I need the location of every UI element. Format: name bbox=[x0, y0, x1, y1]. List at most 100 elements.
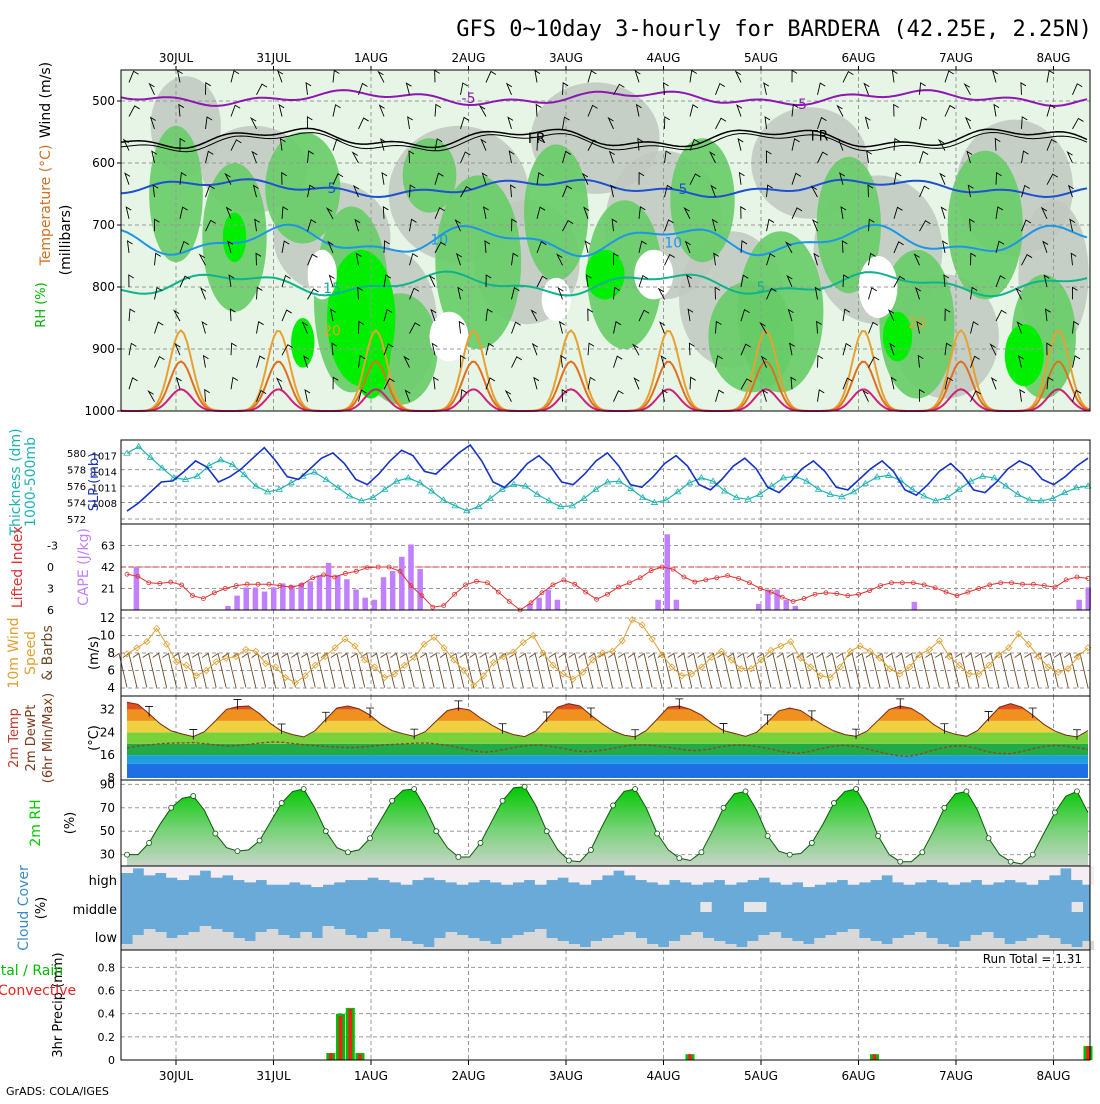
temperature-minmax-bar bbox=[233, 699, 242, 710]
cloud-low-clear bbox=[322, 926, 335, 950]
wind10m-barb bbox=[865, 652, 881, 688]
wind10m-barb bbox=[201, 652, 217, 688]
cape-bar bbox=[783, 599, 789, 610]
wind-barb bbox=[937, 138, 946, 151]
cloud-high-clear bbox=[970, 866, 983, 881]
lifted-index-marker bbox=[703, 577, 709, 583]
temperature-minmax-bar bbox=[984, 711, 993, 722]
wind10m-barb bbox=[766, 652, 782, 688]
wind-barb bbox=[562, 185, 573, 198]
cape-bar bbox=[307, 581, 314, 610]
lifted-index-marker bbox=[823, 590, 829, 596]
thickness-marker bbox=[967, 477, 975, 484]
wind10m-barb bbox=[320, 652, 336, 688]
cloud-high-clear bbox=[389, 866, 402, 883]
wind-barb bbox=[381, 171, 388, 185]
cloud-high-clear bbox=[981, 866, 994, 885]
wind10m-barb bbox=[835, 652, 851, 688]
date-label-top: 8AUG bbox=[1037, 51, 1071, 65]
wind10m-marker bbox=[123, 650, 131, 658]
wind10m-marker bbox=[707, 653, 716, 661]
rh2m-marker bbox=[124, 851, 130, 858]
wind-barb bbox=[967, 184, 974, 198]
thickness-marker bbox=[931, 497, 940, 504]
wind-barb bbox=[1042, 240, 1049, 254]
wind-barb bbox=[1046, 104, 1056, 117]
wind10m-barb bbox=[122, 652, 138, 688]
wind10m-barb bbox=[1073, 652, 1089, 688]
wind10m-barb bbox=[687, 652, 703, 688]
wind-barb bbox=[378, 104, 385, 117]
cloud-high-clear bbox=[657, 866, 670, 885]
wind-barb bbox=[919, 150, 929, 164]
wind10m-marker bbox=[1044, 663, 1052, 671]
wind10m-marker bbox=[836, 663, 844, 671]
wind10m-barb bbox=[885, 652, 901, 688]
wind-barb bbox=[172, 309, 181, 322]
cloud-high-clear bbox=[624, 866, 636, 876]
wind-barb bbox=[201, 320, 208, 334]
cloud-high-clear bbox=[803, 866, 815, 888]
thickness-marker bbox=[838, 493, 846, 500]
wind-barb bbox=[228, 274, 235, 288]
wind-barb bbox=[305, 82, 312, 95]
wind-barb bbox=[306, 116, 313, 129]
wind-barb bbox=[531, 342, 538, 356]
cape-bar bbox=[545, 589, 552, 610]
lifted-index-marker bbox=[310, 575, 316, 581]
thickness-marker bbox=[627, 484, 635, 491]
wind-barb bbox=[664, 219, 674, 232]
rh2m-marker bbox=[345, 849, 351, 856]
wind10m-marker bbox=[658, 651, 666, 659]
wind-barb bbox=[917, 354, 924, 368]
date-label-top: 1AUG bbox=[354, 51, 388, 65]
cloud-high-clear bbox=[423, 866, 435, 878]
cloud-low-clear bbox=[646, 944, 659, 950]
cloud-low-clear bbox=[400, 941, 413, 950]
rh-region-saturated bbox=[291, 318, 315, 368]
rh-region-saturated bbox=[585, 249, 625, 300]
thickness-marker bbox=[287, 479, 295, 486]
wind10m-marker bbox=[747, 665, 755, 673]
cloud-high-clear bbox=[378, 866, 391, 881]
wind-barb bbox=[635, 103, 642, 117]
cloud-high-clear bbox=[914, 866, 927, 883]
cloud-high-clear bbox=[713, 866, 726, 881]
temperature-minmax-bar bbox=[454, 700, 463, 711]
cloud-low-clear bbox=[601, 938, 614, 950]
wind-barb bbox=[562, 116, 570, 129]
wind10m-barb bbox=[172, 652, 187, 688]
wind-barb bbox=[913, 253, 920, 266]
temperature-minmax-bar bbox=[807, 710, 816, 721]
cloud-high-clear bbox=[780, 866, 793, 885]
wind10m-marker bbox=[608, 647, 617, 655]
wind10m-barb bbox=[112, 652, 128, 688]
wind-barb bbox=[205, 82, 211, 95]
rh-region-saturated bbox=[1004, 324, 1044, 387]
cape-bar bbox=[792, 605, 799, 610]
cloud-high-clear bbox=[244, 866, 256, 883]
wind-barb bbox=[940, 206, 947, 219]
wind-barb bbox=[664, 184, 673, 198]
cloud-high-clear bbox=[568, 866, 581, 883]
wind-barb bbox=[994, 137, 1001, 151]
wind-barb bbox=[715, 82, 726, 95]
wind-barb bbox=[460, 82, 469, 95]
wind10m-marker bbox=[995, 651, 1003, 659]
wind10m-barb bbox=[400, 652, 415, 688]
cape-bar bbox=[252, 587, 259, 610]
temperature-band bbox=[127, 743, 1088, 756]
wind10m-marker bbox=[519, 638, 527, 647]
cloud-low-clear bbox=[657, 947, 670, 950]
wind10m-barb bbox=[578, 652, 594, 688]
wind-barb bbox=[409, 218, 417, 232]
lifted-index-marker bbox=[233, 583, 239, 589]
cape-tick-label: 21 bbox=[101, 583, 115, 596]
wind-barb bbox=[355, 252, 362, 266]
lifted-index-marker bbox=[375, 564, 381, 570]
wind-barb bbox=[970, 390, 982, 402]
wind10m-barb bbox=[618, 652, 633, 688]
thickness-marker bbox=[662, 496, 670, 503]
wind10m-barb bbox=[528, 652, 544, 688]
